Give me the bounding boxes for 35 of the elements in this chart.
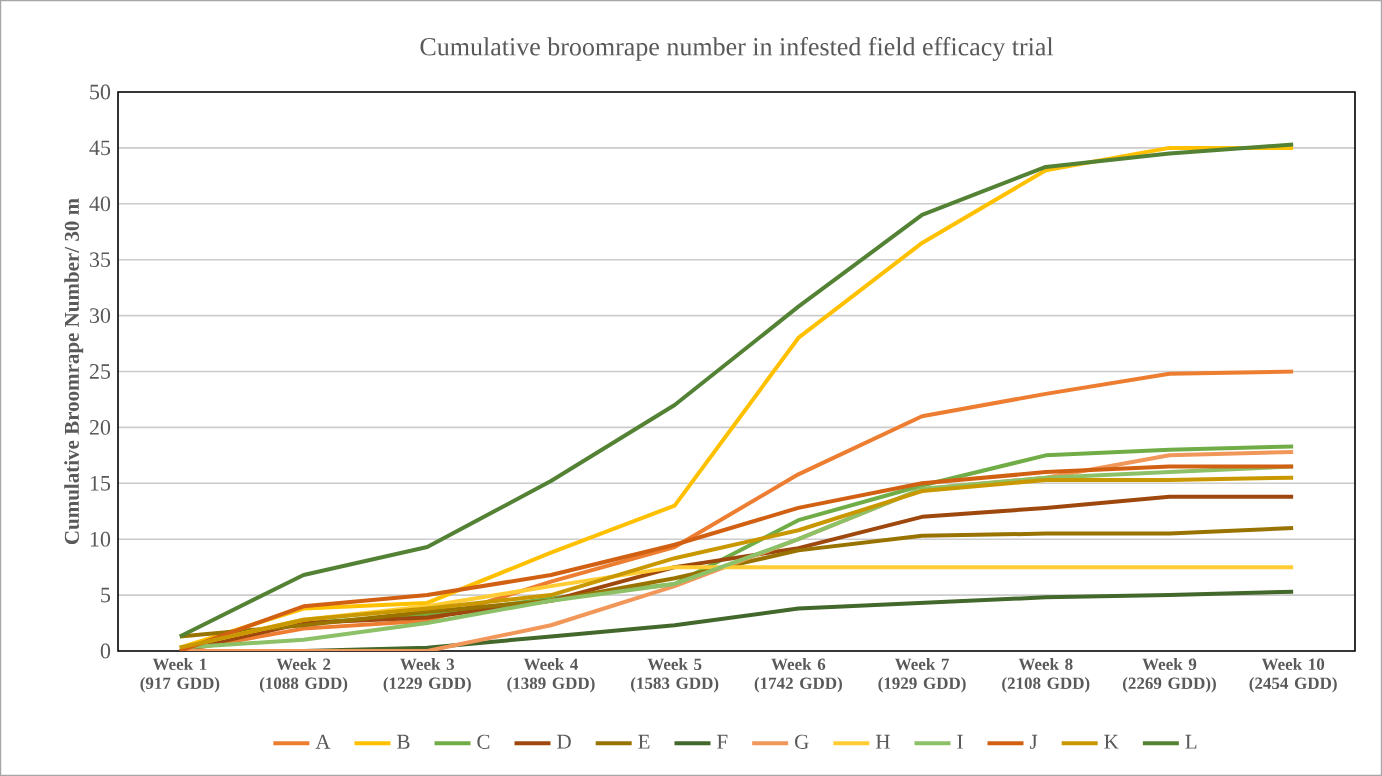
legend-label: F xyxy=(717,734,728,749)
x-tick-label: Week 7 (1929 GDD) xyxy=(878,658,966,693)
legend-label: D xyxy=(557,734,571,749)
legend-label: A xyxy=(315,734,331,749)
y-tick-label: 35 xyxy=(90,252,111,268)
x-tick-label: Week 5 (1583 GDD) xyxy=(631,658,719,693)
legend-label: G xyxy=(795,734,809,749)
y-tick-label: 5 xyxy=(101,587,111,603)
x-tick-label: Week 6 (1742 GDD) xyxy=(754,658,842,693)
legend-label: E xyxy=(638,734,650,749)
y-axis-title: Cumulative Broomrape Number/ 30 m xyxy=(64,198,84,545)
y-tick-label: 10 xyxy=(90,531,111,547)
legend-label: I xyxy=(957,734,963,749)
y-tick-label: 15 xyxy=(90,475,111,491)
y-tick-label: 40 xyxy=(89,196,111,212)
y-tick-label: 25 xyxy=(89,364,111,379)
legend-label: K xyxy=(1104,734,1119,749)
legend-label: B xyxy=(397,734,410,749)
x-tick-label: Week 8 (2108 GDD) xyxy=(1002,658,1090,693)
x-tick-label: Week 1 (917 GDD) xyxy=(140,658,220,693)
y-tick-label: 50 xyxy=(90,84,111,100)
x-tick-label: Week 2 (1088 GDD) xyxy=(259,658,348,693)
y-tick-label: 30 xyxy=(90,308,111,324)
legend-label: J xyxy=(1029,734,1038,749)
legend-label: H xyxy=(875,734,890,749)
x-tick-label: Week 10 (2454 GDD) xyxy=(1249,658,1337,693)
y-tick-label: 45 xyxy=(89,140,111,156)
y-tick-label: 0 xyxy=(100,643,111,659)
x-tick-label: Week 4 (1389 GDD) xyxy=(507,658,595,693)
x-tick-label: Week 3 (1229 GDD) xyxy=(383,658,471,693)
chart-title: Cumulative broomrape number in infested field efficacy trial xyxy=(420,37,1054,61)
legend-label: C xyxy=(477,734,490,749)
legend-label: L xyxy=(1185,734,1197,749)
x-tick-label: Week 9 (2269 GDD)) xyxy=(1122,658,1216,693)
y-tick-label: 20 xyxy=(89,419,111,435)
